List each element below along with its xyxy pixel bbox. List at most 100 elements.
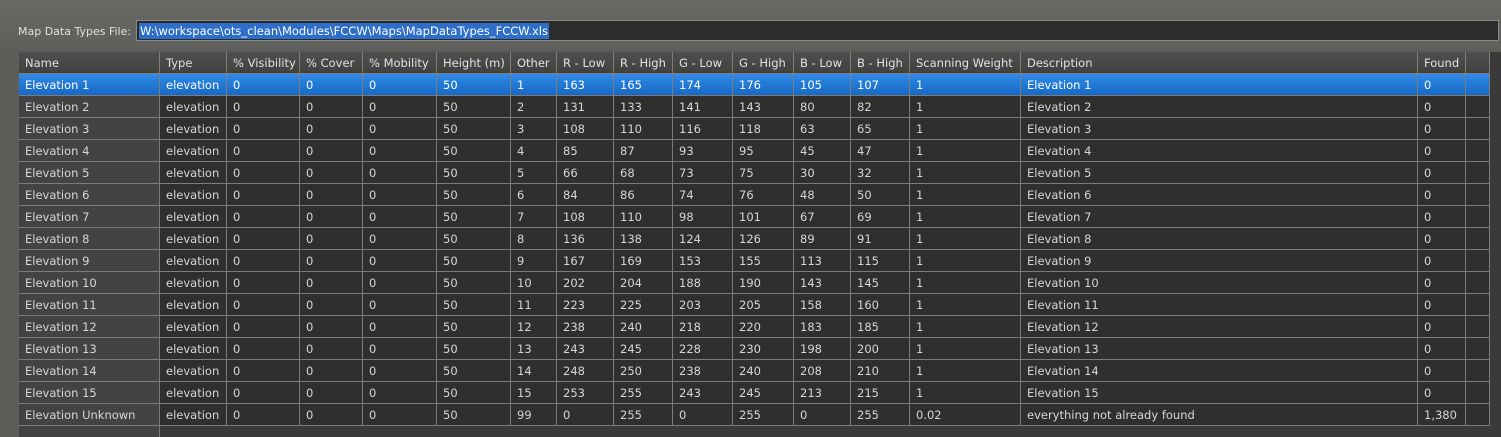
cell: 0 <box>363 184 437 206</box>
cell: 1 <box>910 206 1021 228</box>
cell: 1 <box>910 228 1021 250</box>
cell: Elevation 7 <box>19 206 160 228</box>
cell: 0 <box>1418 228 1466 250</box>
cell: 133 <box>614 96 673 118</box>
table-row[interactable]: Elevation 5 elevation 0 0 0 50 5 66 68 73 75 30 32 1 E… <box>19 162 1490 184</box>
column-header: Found <box>1418 52 1466 74</box>
cell: Elevation 12 <box>19 316 160 338</box>
table-row[interactable]: Elevation 9 elevation 0 0 0 50 9 167 169 153 155 11… <box>19 250 1490 272</box>
cell: 0 <box>363 338 437 360</box>
table-row[interactable]: Elevation 7 elevation 0 0 0 50 7 108 110 98 101 67 6… <box>19 206 1490 228</box>
cell: 1 <box>910 250 1021 272</box>
cell: 0 <box>363 360 437 382</box>
cell: 115 <box>851 250 910 272</box>
filler-cell <box>1466 338 1490 360</box>
cell: 1 <box>910 118 1021 140</box>
cell: elevation <box>160 206 227 228</box>
column-header: Other <box>511 52 557 74</box>
cell: 8 <box>511 228 557 250</box>
cell: 0 <box>300 74 363 96</box>
table-row[interactable]: Elevation 1 elevation 0 0 0 50 1 163 165 174 176 10… <box>19 74 1490 96</box>
cell: 0 <box>227 382 300 404</box>
cell: 105 <box>794 74 851 96</box>
cell: 0 <box>227 140 300 162</box>
cell: 14 <box>511 360 557 382</box>
cell: elevation <box>160 96 227 118</box>
cell: 0 <box>300 294 363 316</box>
table-row[interactable]: Elevation 12 elevation 0 0 0 50 12 238 240 218 220… <box>19 316 1490 338</box>
table-row[interactable]: Elevation 8 elevation 0 0 0 50 8 136 138 124 126 89… <box>19 228 1490 250</box>
cell: 200 <box>851 338 910 360</box>
cell: 0 <box>300 316 363 338</box>
table-row[interactable]: Elevation 4 elevation 0 0 0 50 4 85 87 93 95 45 47 1 E… <box>19 140 1490 162</box>
table-row[interactable]: Elevation 6 elevation 0 0 0 50 6 84 86 74 76 48 50 1 E… <box>19 184 1490 206</box>
cell: 93 <box>673 140 733 162</box>
cell: 48 <box>794 184 851 206</box>
table-row[interactable]: Elevation 15 elevation 0 0 0 50 15 253 255 243 245… <box>19 382 1490 404</box>
table-row[interactable]: Elevation 13 elevation 0 0 0 50 13 243 245 228 230… <box>19 338 1490 360</box>
cell: 210 <box>851 360 910 382</box>
cell: elevation <box>160 360 227 382</box>
cell: 1 <box>910 74 1021 96</box>
cell: 124 <box>673 228 733 250</box>
table-row[interactable]: Elevation 2 elevation 0 0 0 50 2 131 133 141 143 80… <box>19 96 1490 118</box>
table-row[interactable]: Elevation 14 elevation 0 0 0 50 14 248 250 238 240… <box>19 360 1490 382</box>
cell: 10 <box>511 272 557 294</box>
cell: 203 <box>673 294 733 316</box>
cell: 89 <box>794 228 851 250</box>
cell: 32 <box>851 162 910 184</box>
cell: 113 <box>794 250 851 272</box>
table-row[interactable]: Elevation Unknown elevation 0 0 0 50 99 0 255 0 25… <box>19 404 1490 426</box>
cell: 0 <box>300 140 363 162</box>
cell: 213 <box>794 382 851 404</box>
cell: 91 <box>851 228 910 250</box>
column-header: G - High <box>733 52 794 74</box>
filler-cell <box>1466 404 1490 426</box>
cell: 0 <box>300 184 363 206</box>
table-row[interactable]: Elevation 10 elevation 0 0 0 50 10 202 204 188 190… <box>19 272 1490 294</box>
cell: 228 <box>673 338 733 360</box>
cell: 9 <box>511 250 557 272</box>
table-row[interactable]: Elevation 11 elevation 0 0 0 50 11 223 225 203 205… <box>19 294 1490 316</box>
cell: 98 <box>673 206 733 228</box>
cell: 1 <box>910 96 1021 118</box>
cell: Elevation 5 <box>1021 162 1418 184</box>
file-input[interactable]: W:\workspace\ots_clean\Modules\FCCW\Maps… <box>136 20 1499 41</box>
filler-cell <box>1466 360 1490 382</box>
toolbar: Map Data Types File: W:\workspace\ots_cl… <box>0 0 1501 50</box>
cell: 0 <box>300 228 363 250</box>
cell: 1 <box>511 74 557 96</box>
cell: 84 <box>557 184 614 206</box>
cell: 218 <box>673 316 733 338</box>
cell: elevation <box>160 294 227 316</box>
cell: 95 <box>733 140 794 162</box>
cell: Elevation 9 <box>19 250 160 272</box>
data-grid: Name Type% Visibility% Cover% Mobility Hei… <box>19 52 1501 437</box>
cell: 68 <box>614 162 673 184</box>
cell: Elevation 10 <box>19 272 160 294</box>
cell: Elevation 4 <box>19 140 160 162</box>
cell: 80 <box>794 96 851 118</box>
cell: 0 <box>300 272 363 294</box>
cell: 0 <box>300 96 363 118</box>
cell: 2 <box>511 96 557 118</box>
cell: Elevation 9 <box>1021 250 1418 272</box>
cell: 0 <box>300 162 363 184</box>
cell: 243 <box>673 382 733 404</box>
cell: 0 <box>300 118 363 140</box>
filler-cell <box>1466 294 1490 316</box>
cell: 0 <box>673 404 733 426</box>
cell: elevation <box>160 118 227 140</box>
table-row[interactable]: Elevation 3 elevation 0 0 0 50 3 108 110 116 118 63… <box>19 118 1490 140</box>
cell: 0 <box>227 96 300 118</box>
cell: 47 <box>851 140 910 162</box>
cell: 169 <box>614 250 673 272</box>
cell: Elevation 11 <box>1021 294 1418 316</box>
cell: Elevation 6 <box>1021 184 1418 206</box>
column-header: R - Low <box>557 52 614 74</box>
column-header: % Cover <box>300 52 363 74</box>
filler-cell <box>1466 140 1490 162</box>
column-header: Type <box>160 52 227 74</box>
cell: 220 <box>733 316 794 338</box>
